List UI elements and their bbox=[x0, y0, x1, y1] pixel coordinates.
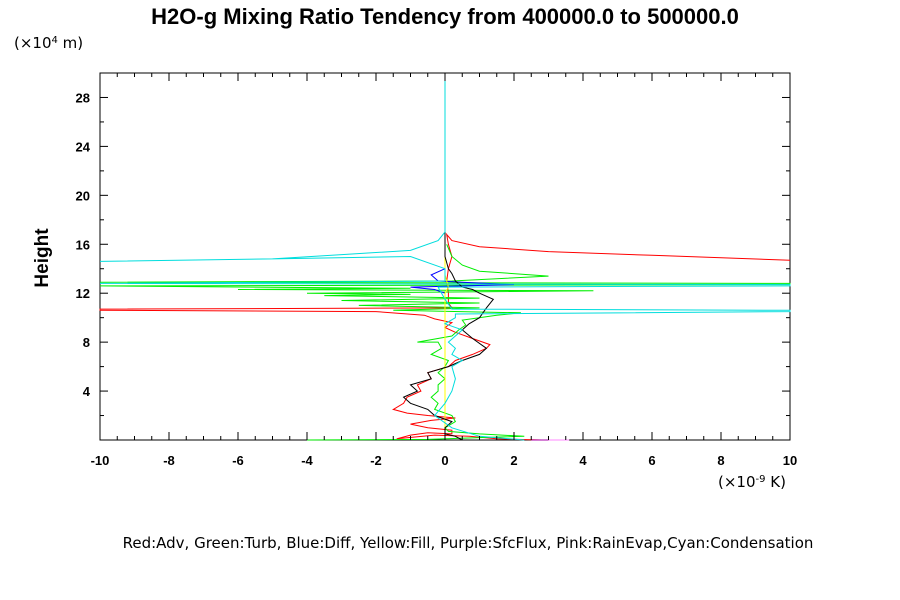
y-tick-label: 20 bbox=[76, 188, 90, 203]
y-tick-label: 28 bbox=[76, 90, 90, 105]
y-tick-label: 24 bbox=[76, 139, 91, 154]
y-tick-label: 16 bbox=[76, 237, 90, 252]
series-layer bbox=[99, 73, 791, 441]
x-tick-label: -10 bbox=[91, 453, 110, 468]
y-tick-label: 4 bbox=[83, 384, 91, 399]
chart-title: H2O-g Mixing Ratio Tendency from 400000.… bbox=[151, 4, 739, 29]
x-tick-label: -4 bbox=[301, 453, 313, 468]
legend-text: Red:Adv, Green:Turb, Blue:Diff, Yellow:F… bbox=[123, 534, 814, 552]
y-tick-label: 12 bbox=[76, 286, 90, 301]
series-line-condensation bbox=[99, 73, 791, 441]
x-unit-label: (×10-9 K) bbox=[718, 473, 786, 491]
x-tick-label: -6 bbox=[232, 453, 244, 468]
x-tick-label: 0 bbox=[441, 453, 448, 468]
y-tick-label: 8 bbox=[83, 335, 90, 350]
x-tick-label: 4 bbox=[579, 453, 587, 468]
x-tick-label: 6 bbox=[648, 453, 655, 468]
x-tick-label: -2 bbox=[370, 453, 382, 468]
series-line-diff bbox=[410, 73, 515, 440]
x-tick-label: 10 bbox=[783, 453, 797, 468]
x-tick-label: -8 bbox=[163, 453, 175, 468]
x-tick-label: 2 bbox=[510, 453, 517, 468]
y-unit-label: (×104 m) bbox=[14, 34, 83, 52]
x-tick-label: 8 bbox=[717, 453, 724, 468]
y-axis-label: Height bbox=[32, 228, 53, 288]
